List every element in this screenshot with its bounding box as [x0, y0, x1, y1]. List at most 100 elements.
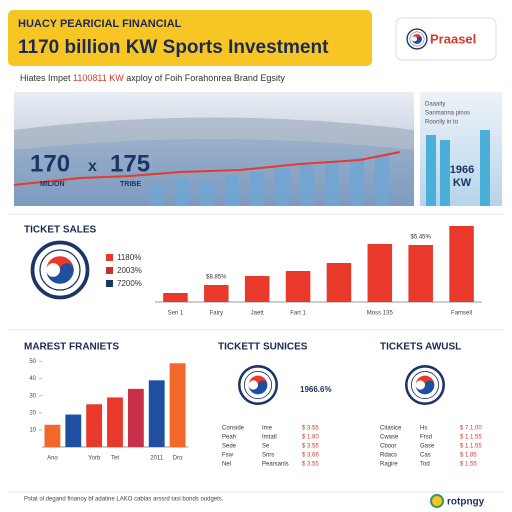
side-panel-text: Daaaity	[425, 102, 445, 108]
table-cell: Fsw	[222, 453, 234, 459]
services-value: 1966.6%	[300, 385, 332, 394]
bar	[204, 285, 229, 302]
table-value: $ 3.55	[302, 426, 319, 432]
brand-logo: Praasel	[430, 31, 476, 46]
table-cell: Rdacs	[380, 453, 397, 459]
x-tick-label: Jaett	[251, 311, 264, 317]
table-cell: Snrs	[262, 453, 274, 459]
stadium-stands	[14, 117, 414, 150]
bar	[163, 293, 188, 302]
subtitle-text: axploy of Foih Forahonrea Brand Egsity	[126, 73, 285, 83]
x-tick-label: Moss 135	[367, 311, 394, 317]
table-cell: Gase	[420, 444, 435, 450]
legend-swatch	[106, 267, 113, 274]
y-tick-label: 30	[29, 393, 36, 399]
section-title: MAREST FRANIETS	[24, 342, 119, 353]
section-title: TICKETT SUNICES	[218, 342, 308, 353]
table-value: $ 1.1.55	[460, 444, 482, 450]
legend-swatch	[106, 280, 113, 287]
x-tick-label: Tet	[111, 456, 119, 462]
bar	[148, 380, 165, 447]
table-cell: Peah	[222, 435, 236, 441]
bar	[285, 271, 311, 302]
table-cell: Cwase	[380, 435, 399, 441]
footer-logo: rotpngy	[447, 497, 485, 508]
x-tick-label: Sen 1	[168, 311, 184, 317]
x-tick-label: Ano	[47, 456, 58, 462]
annotation: $8.85%	[206, 275, 227, 281]
table-value: $ 1.55	[460, 462, 477, 468]
club-emblem	[405, 365, 445, 405]
header-title: 1170 billion KW Sports Investment	[18, 37, 329, 58]
club-emblem	[30, 240, 90, 300]
table-cell: Tod	[420, 462, 430, 468]
table-value: $ 1.1.55	[460, 435, 482, 441]
y-tick-label: 20	[29, 410, 36, 416]
bar	[244, 276, 270, 302]
table-cell: Imtatl	[262, 435, 277, 441]
legend-label: 1180%	[117, 253, 141, 262]
bar	[107, 397, 123, 447]
subtitle-highlight: 1100811 KW	[73, 73, 124, 83]
footer-text: Pstat ol degand finanoy bf adatine LAKO …	[24, 497, 224, 503]
table-cell: Ragire	[380, 462, 398, 468]
x-tick-label: Fairy	[210, 311, 223, 317]
hero-trend-line	[13, 151, 401, 186]
bar	[127, 388, 144, 447]
section-title: TICKETS AWUSL	[380, 342, 461, 353]
bar	[86, 404, 103, 447]
table-cell: Sede	[222, 444, 237, 450]
subtitle: Hiates Impet 1100811 KW axploy of Foih F…	[20, 73, 285, 83]
hero-big-number: 170	[30, 150, 70, 177]
table-value: $ 3.55	[302, 444, 319, 450]
header-banner	[8, 10, 372, 66]
table-value: $ 3.55	[302, 462, 319, 468]
footer-logo-icon	[430, 494, 444, 508]
hero-unit: TRIBE	[120, 181, 141, 188]
table-cell: Ime	[262, 426, 273, 432]
bar	[65, 414, 82, 447]
bar	[367, 244, 393, 302]
side-panel-text: Sanmanna pinos	[425, 111, 470, 117]
table-cell: Hs	[420, 426, 427, 432]
table-cell: Nel	[222, 462, 231, 468]
hero-unit: MILION	[40, 181, 65, 188]
y-tick-label: 10	[29, 427, 36, 433]
y-tick-label: 50	[29, 359, 36, 365]
annotation: $5.45%	[411, 235, 432, 241]
legend: 1180% 2003% 7200%	[106, 253, 142, 288]
hero-bars	[150, 155, 389, 206]
brand-emblem	[406, 28, 428, 50]
table-cell: Cboor	[380, 444, 396, 450]
brand-logo-box	[395, 17, 497, 61]
x-tick-label: Yorb	[88, 456, 101, 462]
table-value: $ 1.85	[460, 453, 477, 459]
side-panel-unit: KW	[453, 177, 472, 189]
table-cell: Pearsanls	[262, 462, 289, 468]
bar	[326, 263, 352, 302]
table-cell: Frsd	[420, 435, 432, 441]
bar	[449, 226, 474, 302]
legend-swatch	[106, 254, 113, 261]
bar	[408, 245, 433, 302]
table-cell: Cas	[420, 453, 431, 459]
hero-big-number: 175	[110, 150, 150, 177]
club-emblem	[238, 365, 278, 405]
subtitle-text: Hiates Impet	[20, 73, 71, 83]
section-title: TICKET SALES	[24, 225, 97, 236]
x-tick-label: 2011	[150, 456, 164, 462]
x-tick-label: Famsell	[451, 311, 472, 317]
bar	[44, 424, 61, 447]
table-cell: Se	[262, 444, 270, 450]
table-value: $ 3.66	[302, 453, 319, 459]
side-panel-text: Roonlly in to	[425, 120, 459, 126]
side-panel-bars	[426, 130, 490, 206]
table-cell: Conside	[222, 426, 245, 432]
legend-label: 2003%	[117, 266, 142, 275]
hero-times: x	[88, 158, 97, 175]
header-kicker: HUACY PEARICIAL FINANCIAL	[18, 18, 182, 30]
side-panel-value: 1966	[450, 164, 474, 176]
table-value: $ 7.1.00	[460, 426, 482, 432]
legend-label: 7200%	[117, 279, 142, 288]
x-tick-label: Dro	[173, 456, 183, 462]
